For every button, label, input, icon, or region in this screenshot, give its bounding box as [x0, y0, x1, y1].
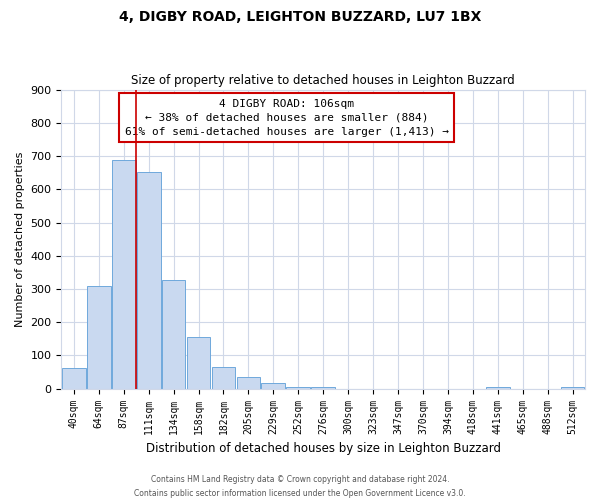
- Bar: [212, 367, 235, 388]
- Bar: [486, 387, 509, 388]
- Bar: [311, 387, 335, 388]
- Bar: [236, 377, 260, 388]
- Bar: [187, 337, 211, 388]
- Bar: [87, 286, 110, 389]
- Text: 4, DIGBY ROAD, LEIGHTON BUZZARD, LU7 1BX: 4, DIGBY ROAD, LEIGHTON BUZZARD, LU7 1BX: [119, 10, 481, 24]
- Text: Contains HM Land Registry data © Crown copyright and database right 2024.
Contai: Contains HM Land Registry data © Crown c…: [134, 476, 466, 498]
- Bar: [262, 382, 285, 388]
- Bar: [162, 280, 185, 388]
- Text: 4 DIGBY ROAD: 106sqm
← 38% of detached houses are smaller (884)
61% of semi-deta: 4 DIGBY ROAD: 106sqm ← 38% of detached h…: [125, 98, 449, 136]
- Bar: [560, 387, 584, 388]
- Bar: [286, 387, 310, 388]
- Y-axis label: Number of detached properties: Number of detached properties: [15, 152, 25, 327]
- Title: Size of property relative to detached houses in Leighton Buzzard: Size of property relative to detached ho…: [131, 74, 515, 87]
- Bar: [112, 160, 136, 388]
- X-axis label: Distribution of detached houses by size in Leighton Buzzard: Distribution of detached houses by size …: [146, 442, 501, 455]
- Bar: [62, 368, 86, 388]
- Bar: [137, 172, 161, 388]
